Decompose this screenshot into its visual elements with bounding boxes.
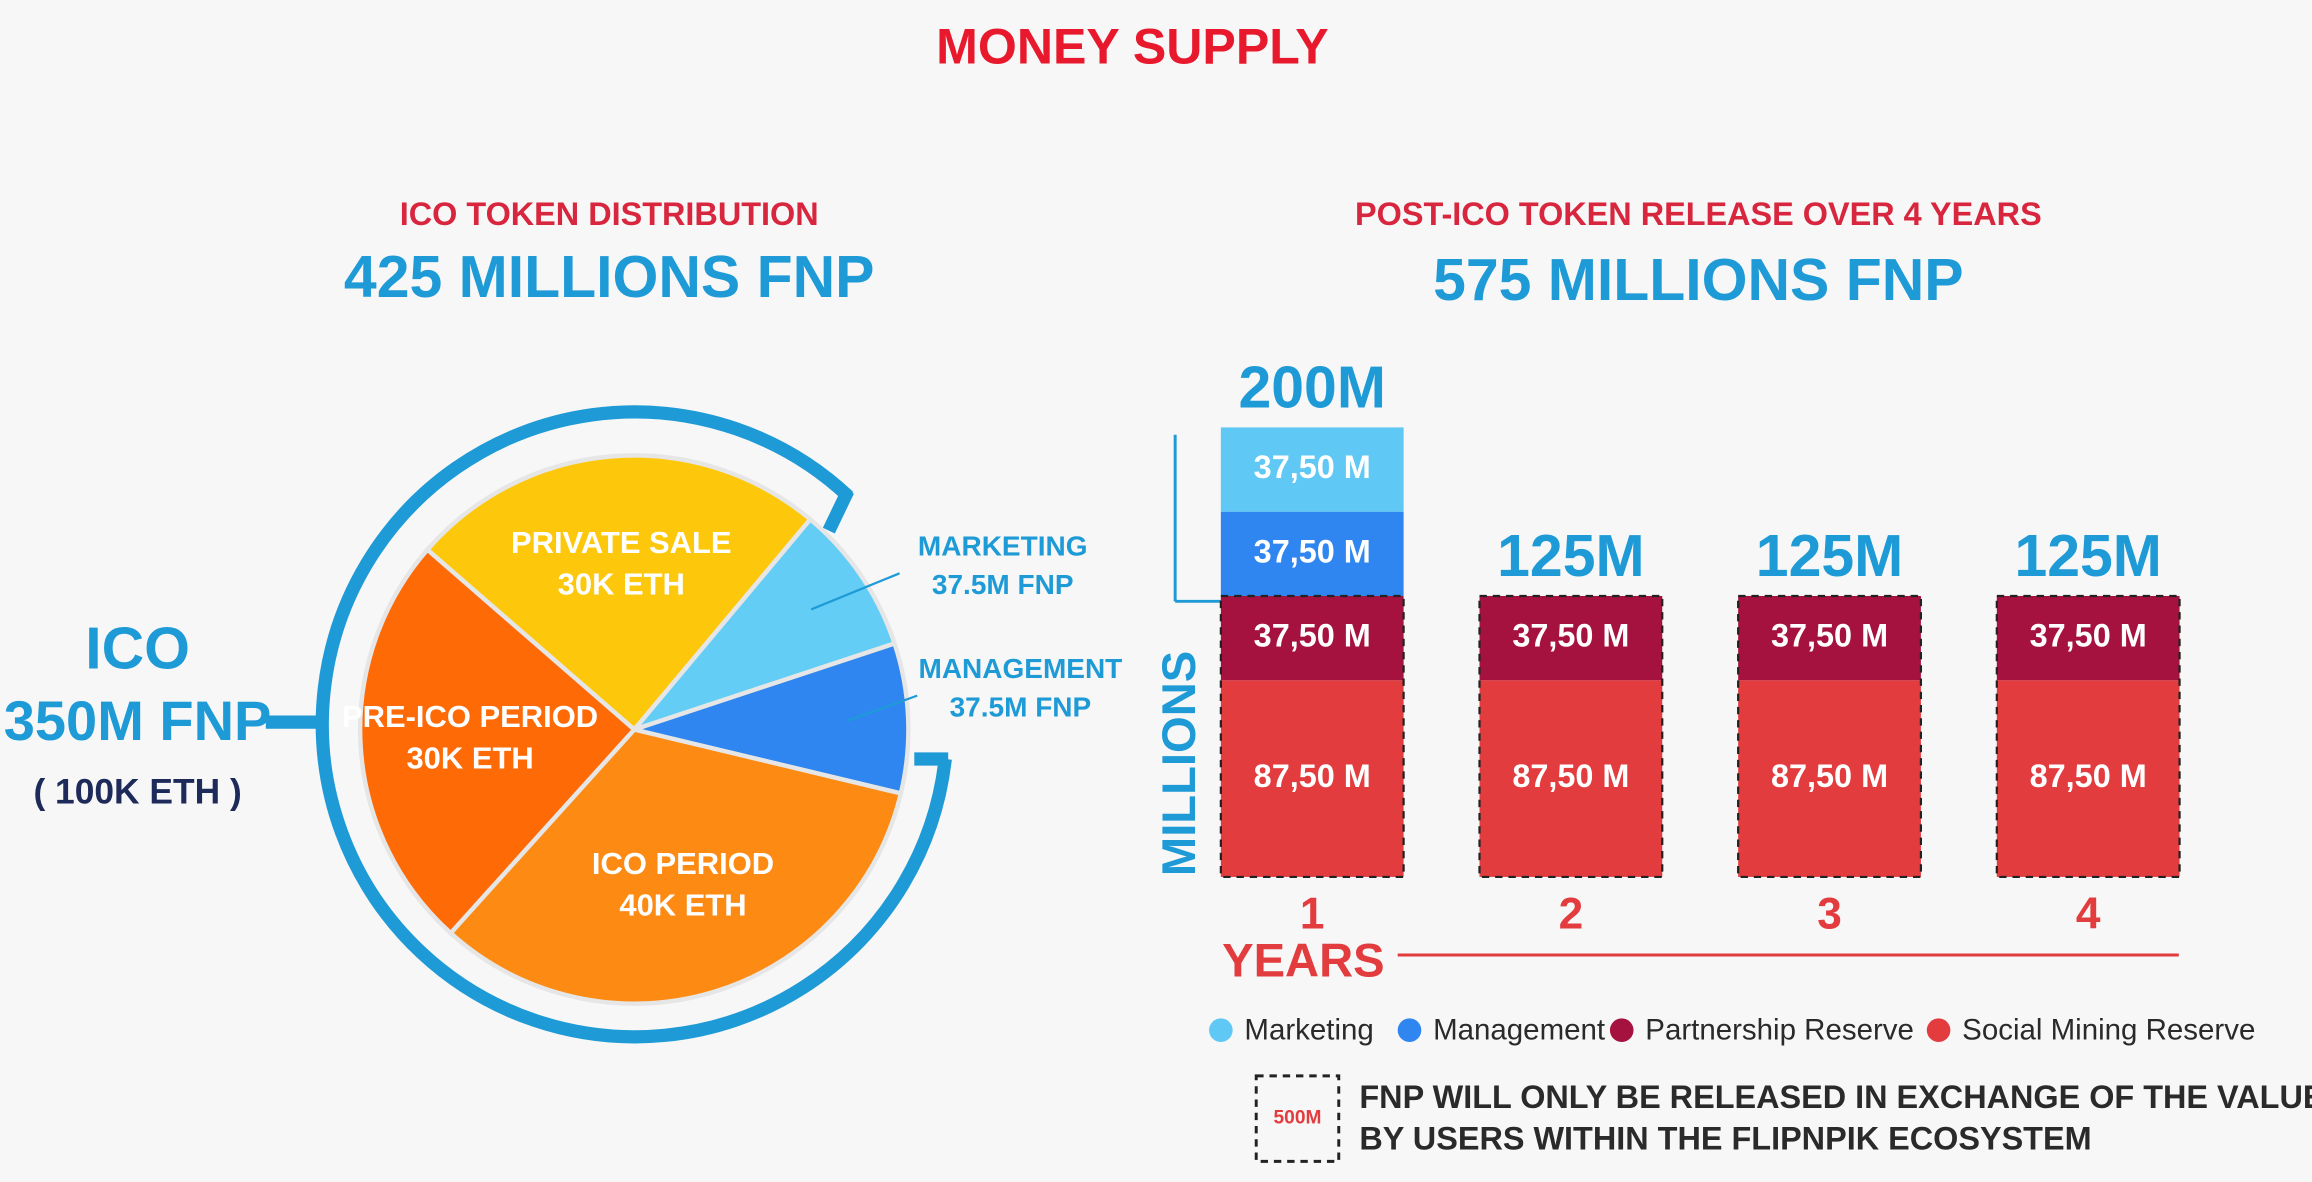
- y-axis-label: MILLIONS: [1152, 651, 1205, 876]
- total-label: 125M: [1497, 524, 1644, 589]
- segment-label: 37,50 M: [2030, 618, 2147, 654]
- legend-label: Marketing: [1244, 1013, 1373, 1046]
- reserve-box: [1995, 594, 2181, 879]
- slice-detail: 37.5M FNP: [932, 569, 1074, 600]
- segment-label: 87,50 M: [2030, 758, 2147, 794]
- pie-subtitle: 425 MILLIONS FNP: [344, 245, 875, 310]
- slice-detail: 40K ETH: [619, 887, 746, 922]
- pie-slice: [626, 640, 911, 797]
- legend-swatch: [1397, 1018, 1422, 1042]
- ico-annotation: ( 100K ETH ): [33, 773, 241, 812]
- ring-end: [822, 487, 854, 534]
- slice-detail: 30K ETH: [558, 566, 685, 601]
- page-title: MONEY SUPPLY: [936, 18, 1329, 74]
- bar-segment: [1220, 427, 1404, 512]
- bar-segment: [1479, 595, 1663, 681]
- x-tick-label: 4: [2076, 889, 2101, 938]
- x-tick-label: 1: [1300, 889, 1325, 938]
- bar-segment: [1996, 680, 2180, 877]
- note-text: BY USERS WITHIN THE FLIPNPIK ECOSYSTEM: [1359, 1120, 2091, 1156]
- slice-label: PRE-ICO PERIOD: [342, 699, 598, 734]
- pie-slice: [357, 546, 638, 937]
- slice-label: MANAGEMENT: [919, 653, 1123, 684]
- bar-segment: [1738, 595, 1921, 681]
- total-label: 200M: [1239, 356, 1386, 421]
- leader-line: [810, 572, 900, 611]
- segment-label: 37,50 M: [1771, 618, 1888, 654]
- segment-label: 37,50 M: [1254, 449, 1371, 485]
- segment-label: 87,50 M: [1512, 758, 1629, 794]
- segment-label: 37,50 M: [1512, 618, 1629, 654]
- slice-label: ICO PERIOD: [592, 846, 774, 881]
- bar-segment: [1220, 595, 1404, 681]
- pie-slice: [447, 727, 904, 1006]
- segment-label: 37,50 M: [1254, 533, 1371, 569]
- legend-label: Partnership Reserve: [1645, 1013, 1914, 1046]
- note-text: FNP WILL ONLY BE RELEASED IN EXCHANGE OF…: [1359, 1079, 2312, 1115]
- x-tick-label: 3: [1817, 889, 1842, 938]
- bar-subtitle: 575 MILLIONS FNP: [1433, 248, 1964, 313]
- bar-segment: [1479, 680, 1663, 877]
- bar-title: POST-ICO TOKEN RELEASE OVER 4 YEARS: [1355, 196, 2042, 232]
- ico-annotation: 350M FNP: [4, 689, 272, 752]
- pie-slice: [424, 453, 814, 733]
- pie-title: ICO TOKEN DISTRIBUTION: [400, 196, 819, 232]
- slice-detail: 37.5M FNP: [950, 691, 1092, 722]
- leader-line: [847, 694, 918, 722]
- x-axis-label: YEARS: [1222, 933, 1384, 986]
- ico-ring: [315, 405, 952, 1044]
- bar-segment: [1996, 595, 2180, 681]
- slice-label: PRIVATE SALE: [511, 525, 732, 560]
- segment-label: 87,50 M: [1771, 758, 1888, 794]
- pie-slice: [627, 516, 898, 735]
- reserve-box: [1478, 594, 1664, 879]
- bar-segment: [1738, 680, 1921, 877]
- bar-segment: [1220, 511, 1404, 596]
- bar-segment: [1220, 680, 1404, 877]
- legend-label: Management: [1433, 1013, 1605, 1046]
- reserve-box: [1219, 594, 1405, 879]
- note-box-label: 500M: [1274, 1108, 1322, 1129]
- legend-swatch: [1609, 1018, 1634, 1042]
- segment-label: 37,50 M: [1254, 618, 1371, 654]
- slice-detail: 30K ETH: [406, 740, 533, 775]
- slice-label: MARKETING: [918, 531, 1088, 562]
- legend-swatch: [1209, 1018, 1233, 1042]
- total-label: 125M: [2014, 524, 2161, 589]
- reserve-box: [1737, 594, 1923, 879]
- note-box: [1254, 1074, 1341, 1163]
- legend-label: Social Mining Reserve: [1962, 1013, 2255, 1046]
- x-tick-label: 2: [1559, 889, 1584, 938]
- ico-annotation: ICO: [85, 616, 190, 681]
- total-label: 125M: [1756, 524, 1903, 589]
- segment-label: 87,50 M: [1254, 758, 1371, 794]
- legend-swatch: [1926, 1018, 1951, 1042]
